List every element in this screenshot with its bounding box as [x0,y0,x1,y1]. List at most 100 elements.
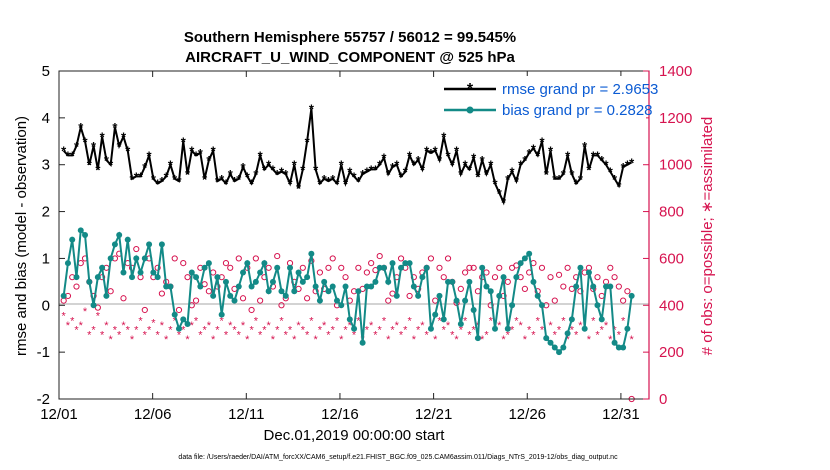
rmse-point: * [112,120,118,135]
rmse-point: * [206,153,212,168]
rmse-point: * [202,172,208,187]
bias-point [462,297,469,304]
obs-assimilated-point: * [117,329,122,341]
rmse-point: * [364,165,370,180]
rmse-point: * [347,165,353,180]
rmse-point: * [356,174,362,189]
bias-point [568,316,575,323]
bias-point [124,236,131,243]
rmse-point: * [181,134,187,149]
obs-possible-point [248,306,255,314]
bias-point [278,288,285,295]
rmse-point: * [433,144,439,159]
y-tick-label-right: 1000 [659,157,692,174]
rmse-point: * [488,158,494,173]
obs-assimilated-point: * [591,315,596,327]
bias-point [99,264,106,271]
obs-possible-point [329,255,336,262]
rmse-point: * [215,174,221,189]
bias-point [338,302,345,309]
bias-point [282,292,289,299]
rmse-point: * [424,144,430,159]
bias-point [393,292,400,299]
y-tick-label-left: 5 [42,63,50,80]
bias-point [564,330,571,337]
rmse-point: * [138,169,144,184]
obs-possible-point [607,264,614,271]
bias-point [116,232,123,238]
rmse-point: * [155,176,161,191]
bias-point [94,274,101,281]
y-tick-label-right: 600 [659,250,684,267]
rmse-point: * [621,160,627,175]
obs-assimilated-point: * [177,329,182,341]
rmse-point: * [574,176,580,191]
rmse-point: * [510,165,516,180]
obs-assimilated-point: * [322,320,327,332]
y-tick-label-right: 0 [659,391,667,408]
obs-assimilated-point: * [109,334,114,346]
bias-point [560,344,567,351]
bias-point [188,269,195,276]
rmse-point: * [557,172,563,187]
obs-assimilated-point: * [352,329,357,341]
legend-rmse-label: rmse grand pr = 2.9653 [502,81,658,98]
obs-assimilated-point: * [79,320,84,332]
obs-assimilated-point: * [279,315,284,327]
rmse-point: * [241,160,247,175]
bias-point [402,260,409,267]
obs-possible-point [444,255,452,262]
rmse-point: * [129,172,135,187]
rmse-point: * [300,162,306,177]
bias-point [466,278,473,285]
rmse-point: * [228,167,234,182]
obs-assimilated-point: * [126,325,131,337]
rmse-point: * [253,167,259,182]
y-tick-label-left: 2 [42,204,50,221]
x-tick-label: 12/01 [40,406,78,423]
obs-assimilated-point: * [536,315,541,327]
obs-possible-point [491,274,499,281]
bias-series [60,227,635,356]
obs-possible-point [303,295,311,302]
bias-point [445,278,452,285]
obs-assimilated-point: * [288,325,293,337]
rmse-point: * [270,162,276,177]
bias-point [329,283,336,290]
obs-possible-point [406,292,413,300]
rmse-point: * [125,144,131,159]
obs-assimilated-point: * [100,329,105,341]
bias-point [304,274,311,281]
obs-assimilated-point: * [143,329,148,341]
y-tick-label-right: 1400 [659,63,692,80]
obs-assimilated-point: * [617,329,622,341]
obs-assimilated-point: * [181,325,186,337]
bias-point [543,335,550,342]
obs-possible-point [560,283,567,290]
y-tick-label-right: 200 [659,344,684,361]
rmse-point: * [604,158,610,173]
obs-possible-point [496,264,503,271]
rmse-point: * [531,141,537,156]
rmse-point: * [484,167,490,182]
rmse-point: * [176,174,182,189]
rmse-point: * [258,148,264,163]
obs-assimilated-point: * [284,329,289,341]
bias-point [261,260,268,267]
obs-possible-series [60,245,635,403]
rmse-point: * [407,148,413,163]
obs-assimilated-point: * [595,329,600,341]
bias-point [440,316,447,323]
bias-point [376,264,383,271]
bias-point [363,283,370,290]
bias-point [346,316,353,323]
y-tick-label-right: 800 [659,204,684,221]
rmse-point: * [399,169,405,184]
legend-bias-marker [466,106,474,114]
bias-point [487,288,494,295]
data-file-footnote: data file: /Users/raeder/DAI/ATM_forcXX/… [178,454,618,461]
y-tick-label-left: 0 [42,297,50,314]
obs-assimilated-point: * [254,315,259,327]
obs-assimilated-point: * [518,320,523,332]
